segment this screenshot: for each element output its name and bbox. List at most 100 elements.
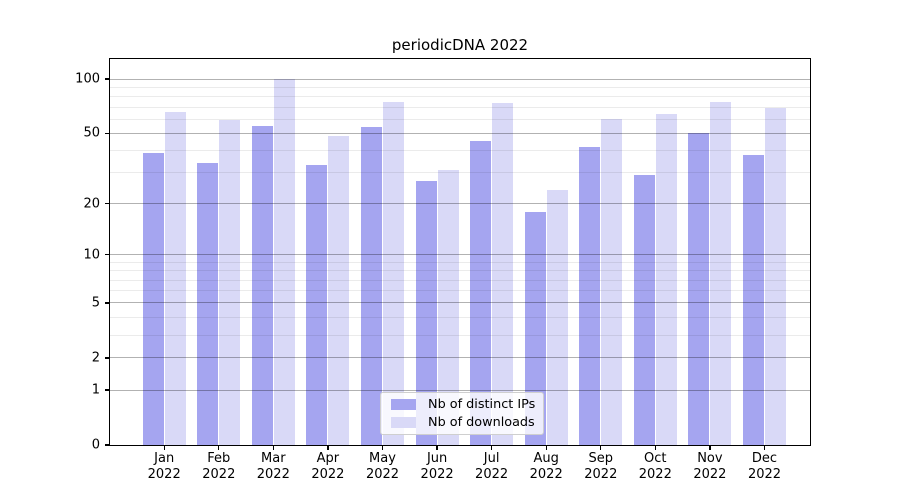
gridline-minor-9 (110, 261, 810, 263)
x-tick-month-mar: Mar (261, 451, 286, 466)
gridline-minor-30 (110, 172, 810, 174)
x-tick-label-mar: Mar 2022 (233, 451, 313, 483)
x-tick-month-jan: Jan (154, 451, 175, 466)
gridline-major-100 (110, 78, 810, 80)
x-tick-label-aug: Aug 2022 (506, 451, 586, 483)
x-tick-mark-aug (545, 446, 547, 450)
x-tick-label-jan: Jan 2022 (124, 451, 204, 483)
x-tick-label-may: May 2022 (343, 451, 423, 483)
gridline-minor-7 (110, 279, 810, 281)
x-tick-mark-nov (709, 446, 711, 450)
bar-nb-of-downloads-apr (328, 136, 350, 445)
gridline-minor-70 (110, 106, 810, 108)
bar-nb-of-distinct-ips-mar (251, 125, 273, 445)
bar-nb-of-distinct-ips-dec (743, 154, 764, 445)
gridline-major-10 (110, 254, 810, 256)
y-tick-label-0: 0 (91, 437, 100, 453)
y-tick-label-20: 20 (83, 196, 100, 212)
x-tick-mark-jun (436, 446, 438, 450)
legend-label-distinct-ips: Nb of distinct IPs (428, 396, 536, 412)
x-tick-year-may: 2022 (365, 467, 400, 482)
x-tick-month-aug: Aug (533, 451, 559, 466)
x-tick-month-nov: Nov (697, 451, 723, 466)
x-tick-year-jul: 2022 (475, 467, 509, 482)
gridline-minor-80 (110, 96, 810, 97)
bar-nb-of-downloads-mar (273, 79, 295, 445)
x-tick-month-sep: Sep (588, 451, 614, 466)
legend-swatch-distinct-ips (391, 398, 416, 410)
legend-swatch-downloads (391, 417, 416, 429)
x-tick-year-oct: 2022 (638, 467, 672, 482)
x-tick-year-jun: 2022 (420, 467, 454, 482)
gridline-minor-90 (110, 86, 810, 88)
y-tick-label-10: 10 (83, 247, 100, 263)
x-tick-mark-feb (218, 446, 220, 450)
bar-nb-of-distinct-ips-sep (579, 146, 601, 445)
gridline-major-1 (110, 389, 810, 391)
x-tick-label-jul: Jul 2022 (452, 451, 532, 483)
y-tick-label-100: 100 (75, 71, 100, 87)
x-tick-label-sep: Sep 2022 (561, 451, 641, 483)
bar-nb-of-distinct-ips-nov (688, 133, 710, 445)
y-tick-mark-2 (105, 357, 109, 359)
gridline-major-50 (110, 132, 810, 134)
x-tick-month-jul: Jul (483, 451, 500, 466)
chart-title: periodicDNA 2022 (391, 36, 529, 54)
x-tick-month-apr: Apr (316, 451, 340, 466)
x-tick-mark-may (381, 446, 384, 450)
gridline-major-2 (110, 357, 810, 359)
bar-nb-of-downloads-aug (546, 189, 568, 445)
y-tick-mark-1 (105, 389, 109, 391)
x-tick-year-aug: 2022 (529, 467, 563, 482)
y-tick-label-1: 1 (91, 382, 100, 398)
bar-nb-of-distinct-ips-may (361, 127, 382, 445)
x-tick-mark-jul (491, 446, 493, 450)
x-tick-year-sep: 2022 (584, 467, 618, 482)
x-tick-mark-oct (654, 446, 656, 450)
x-tick-month-feb: Feb (207, 451, 231, 466)
x-tick-month-dec: Dec (751, 451, 778, 466)
gridline-major-5 (110, 302, 810, 304)
bar-nb-of-distinct-ips-apr (306, 165, 328, 445)
x-tick-month-oct: Oct (644, 451, 667, 466)
y-tick-label-50: 50 (83, 125, 100, 141)
bar-nb-of-downloads-jul (492, 102, 514, 445)
gridline-minor-60 (110, 118, 810, 120)
bar-nb-of-downloads-feb (219, 120, 241, 445)
x-tick-label-oct: Oct 2022 (615, 451, 695, 483)
y-tick-label-5: 5 (91, 295, 100, 311)
bar-nb-of-downloads-oct (655, 114, 677, 445)
legend-label-downloads: Nb of downloads (428, 415, 535, 431)
bar-nb-of-downloads-jun (437, 170, 459, 445)
x-tick-label-apr: Apr 2022 (288, 451, 368, 483)
y-tick-mark-10 (105, 254, 109, 256)
plot-area (109, 58, 811, 446)
x-tick-label-jun: Jun 2022 (397, 451, 477, 483)
gridline-minor-6 (110, 290, 810, 292)
legend-item-distinct-ips: Nb of distinct IPs (381, 395, 543, 414)
y-tick-mark-20 (105, 203, 109, 205)
y-tick-mark-0 (105, 444, 109, 446)
x-tick-label-nov: Nov 2022 (670, 451, 750, 483)
y-tick-label-2: 2 (91, 350, 100, 366)
x-tick-mark-apr (327, 446, 329, 450)
gridline-minor-3 (110, 334, 810, 336)
bar-nb-of-distinct-ips-aug (524, 211, 546, 445)
bar-nb-of-distinct-ips-jun (415, 180, 437, 445)
bar-nb-of-downloads-jan (164, 111, 186, 445)
bar-nb-of-downloads-sep (601, 119, 623, 445)
gridline-minor-40 (110, 150, 810, 151)
bar-nb-of-distinct-ips-jan (142, 152, 164, 445)
gridline-major-20 (110, 203, 810, 205)
x-tick-label-feb: Feb 2022 (179, 451, 259, 483)
gridline-minor-8 (110, 270, 810, 272)
bar-nb-of-distinct-ips-oct (633, 175, 655, 445)
x-tick-year-jan: 2022 (147, 467, 181, 482)
y-tick-mark-100 (105, 78, 109, 80)
bar-nb-of-distinct-ips-jul (470, 141, 492, 445)
x-tick-month-jun: Jun (426, 451, 448, 466)
legend-item-downloads: Nb of downloads (381, 414, 543, 433)
bar-nb-of-downloads-nov (710, 101, 732, 445)
bar-nb-of-downloads-may (383, 101, 404, 445)
